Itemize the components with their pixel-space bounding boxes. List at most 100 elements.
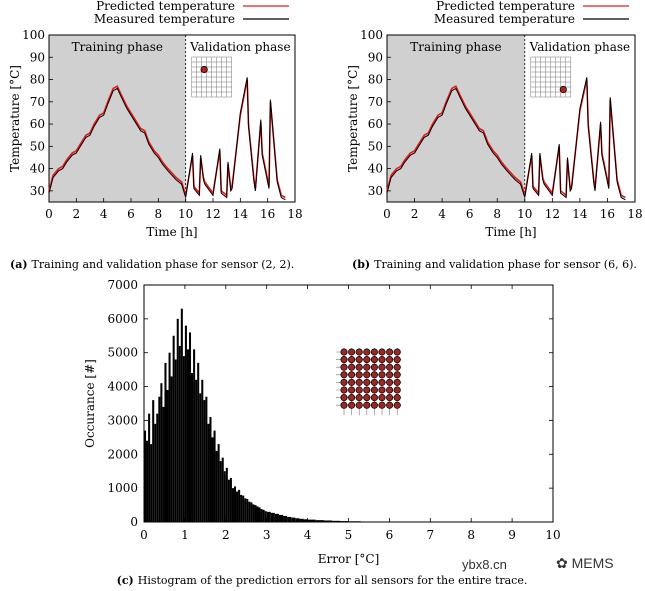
sensor-marker [340,378,348,386]
y-axis-label: Occurance [#] [83,359,97,448]
histogram-bar [238,489,241,522]
sensor-marker [393,363,401,371]
x-tick-label: 9 [508,528,516,542]
sensor-marker [355,386,363,394]
training-phase-label: Training phase [72,40,163,54]
x-tick-label: 12 [205,207,220,221]
histogram-bar [250,502,253,522]
histogram-bar [182,356,185,522]
caption-text: Histogram of the prediction errors for a… [138,574,528,587]
watermark-site-text: ybx8.cn [462,557,507,572]
sensor-marker [363,348,371,356]
sensor-grid-icon [191,56,232,98]
histogram-bar [225,467,228,522]
x-tick-label: 0 [45,207,53,221]
sensor-marker [340,371,348,379]
histogram-bar [258,507,261,522]
training-phase-shade [387,35,525,202]
sensor-marker [348,356,356,364]
y-tick-label: 5000 [107,346,138,360]
histogram-bar [246,498,249,522]
training-phase-shade [49,35,186,202]
x-tick-label: 3 [263,528,271,542]
y-tick-label: 0 [130,515,138,529]
sensor-marker [386,356,394,364]
sensor-marker [370,371,378,379]
caption-label: (a) [10,258,28,271]
watermark-brand-text: MEMS [571,555,614,571]
histogram-bar [236,491,239,522]
histogram-bar [264,511,267,522]
sensor-marker [363,401,371,409]
histogram-bar [233,486,237,522]
selected-sensor-marker [559,85,567,94]
x-tick-label: 10 [517,207,532,221]
histogram-bar [209,417,212,522]
x-tick-label: 4 [304,528,312,542]
histogram-bar [244,498,247,522]
histogram-bar [156,413,159,522]
histogram-bar [278,514,284,522]
x-tick-label: 5 [345,528,353,542]
histogram-bar [180,308,183,522]
x-tick-label: 14 [572,207,588,221]
histogram-bar [207,423,210,522]
x-tick-label: 16 [600,207,615,221]
histogram-bar [256,506,259,522]
sensor-marker [393,401,401,409]
histogram-bar [193,349,196,522]
sensor-marker [355,348,363,356]
sensor-marker [378,371,386,379]
caption-label: (c) [117,574,134,587]
x-tick-label: 2 [222,528,230,542]
y-tick-label: 3000 [107,413,138,427]
histogram-bar [231,488,234,522]
sensor-marker [378,356,386,364]
histogram-bar [252,504,255,522]
histogram-bar [229,477,232,522]
histogram-bar [217,444,220,522]
training-phase-label: Training phase [410,40,501,54]
histogram-bar [295,518,300,522]
histogram-bar [270,512,275,522]
histogram-bar [219,461,222,522]
histogram-bar [186,349,189,522]
sensor-marker [348,348,356,356]
sensor-marker [370,348,378,356]
panel-caption: (a) Training and validation phase for sen… [10,258,294,271]
sensor-marker [386,378,394,386]
caption-label: (b) [352,258,370,271]
y-tick-label: 90 [30,50,45,64]
histogram-bar [221,457,224,522]
y-tick-label: 7000 [107,278,138,292]
sensor-marker [340,401,348,409]
x-tick-label: 8 [467,528,475,542]
sensor-grid-all-icon [336,348,402,416]
sensor-grid-icon [530,56,572,98]
sensor-marker [370,363,378,371]
sensor-marker [393,348,401,356]
series-line-measured [48,77,286,201]
y-tick-label: 50 [30,139,45,153]
sensor-marker [355,356,363,364]
histogram-bar [158,396,161,522]
histogram-bar [188,332,192,522]
histogram-bar [307,519,316,522]
histogram-bar [240,494,243,522]
sensor-marker [393,356,401,364]
histogram-bar [211,437,214,522]
y-tick-label: 60 [368,117,383,131]
y-tick-label: 90 [368,50,383,64]
histogram-bar [172,335,175,522]
histogram-bar [242,495,245,522]
x-tick-label: 4 [100,207,108,221]
y-tick-label: 40 [368,162,383,176]
watermark-site: ybx8.cn [462,557,507,572]
histogram-bar [315,520,324,522]
histogram-bar [178,345,181,522]
x-tick-label: 2 [411,207,419,221]
sensor-marker [370,394,378,402]
watermark-brand: ✿ MEMS [556,555,614,572]
x-tick-label: 1 [181,528,189,542]
